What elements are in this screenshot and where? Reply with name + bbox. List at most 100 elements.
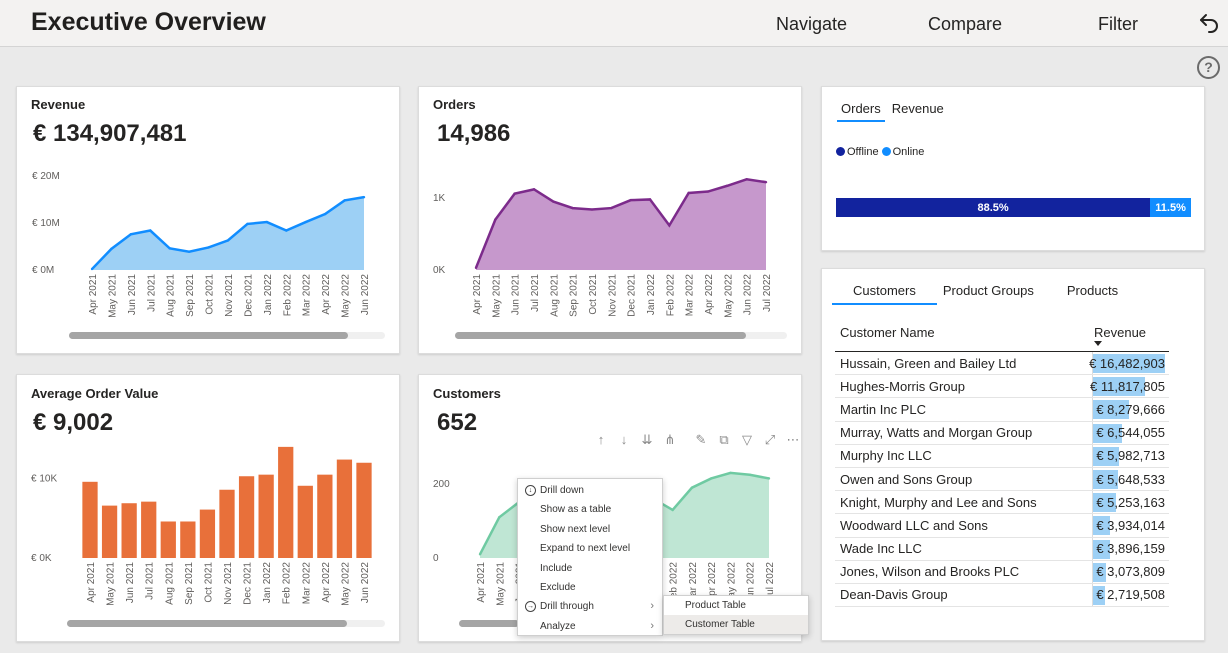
menu-item-drill-down[interactable]: ↓ Drill down [518,481,662,500]
x-tick-label: Feb 2022 [282,274,293,317]
pin-icon[interactable]: ✎ [695,432,707,447]
customer-table-card: Customers Product Groups Products Custom… [821,268,1205,641]
bar-mark [336,459,353,558]
table-body: Hussain, Green and Bailey Ltd € 16,482,90… [835,352,1169,608]
aov-chart[interactable]: € 10K € 0K Apr 2021 May 2021 Jun 2021 Jul 202… [17,375,401,643]
menu-item-analyze[interactable]: Analyze › [518,617,662,636]
x-tick-label: May 2022 [341,274,352,318]
tab-customers[interactable]: Customers [832,283,937,305]
x-tick-label: Aug 2021 [166,274,177,317]
menu-item-include[interactable]: Include [518,559,662,578]
menu-item-show-next-level[interactable]: Show next level [518,520,662,539]
table-row[interactable]: Knight, Murphy and Lee and Sons € 5,253,1… [835,491,1169,515]
customers-scroll-thumb[interactable] [459,620,519,627]
focus-mode-icon[interactable]: ⤢ [764,432,776,447]
revenue-scroll-thumb[interactable] [69,332,348,339]
x-tick-label: Jan 2022 [646,274,657,316]
revenue-data-bar [1093,423,1122,443]
table-row[interactable]: Woodward LLC and Sons € 3,934,014 [835,514,1169,538]
x-tick-label: Jul 2021 [530,274,541,312]
series-area [476,179,766,270]
data-point [687,191,690,195]
next-level-icon[interactable]: ⇊ [641,432,653,447]
x-tick-label: Dec 2021 [243,274,254,317]
data-point [90,267,94,271]
table-row[interactable]: Murray, Watts and Morgan Group € 6,544,05… [835,421,1169,445]
legend-online[interactable]: Online [881,146,924,158]
tab-products[interactable]: Products [1066,283,1119,298]
customer-name-cell: Hussain, Green and Bailey Ltd [840,355,1017,371]
legend-offline[interactable]: Offline [836,146,879,158]
table-row[interactable]: Wade Inc LLC € 3,896,159 [835,537,1169,561]
back-arrow-icon[interactable] [1197,11,1221,35]
orders-chart[interactable]: 1K 0K Apr 2021 May 2021 Jun 2021 Jul 2021 Aug … [419,87,803,355]
bar-mark [180,521,196,558]
table-row[interactable]: Martin Inc PLC € 8,279,666 [835,398,1169,422]
menu-item-exclude[interactable]: Exclude [518,578,662,597]
submenu-customer-table[interactable]: Customer Table [664,615,808,634]
menu-item-expand-to-next-level[interactable]: Expand to next level [518,539,662,558]
customer-name-cell: Martin Inc PLC [840,401,926,417]
customer-name-header[interactable]: Customer Name [840,325,935,340]
orders-title: Orders [433,97,476,112]
tab-revenue[interactable]: Revenue [891,101,944,116]
x-tick-label: Jun 2022 [746,562,757,604]
channel-split-bar: 88.5% 11.5% [836,198,1191,217]
drill-up-icon[interactable]: ↑ [597,432,605,447]
revenue-data-bar [1093,446,1120,466]
table-row[interactable]: Hussain, Green and Bailey Ltd € 16,482,90… [835,352,1169,376]
chevron-right-icon: › [650,619,654,632]
x-tick-label: Apr 2022 [321,562,332,603]
submenu-product-table[interactable]: Product Table [685,600,746,611]
revenue-data-bar [1093,469,1118,489]
offline-segment[interactable]: 88.5% [836,198,1151,217]
table-row[interactable]: Hughes-Morris Group € 11,817,805 [835,375,1169,399]
customer-name-cell: Hughes-Morris Group [840,378,965,394]
table-row[interactable]: Murphy Inc LLC € 5,982,713 [835,444,1169,468]
table-row[interactable]: Owen and Sons Group € 5,648,533 [835,467,1169,492]
data-point [478,553,482,556]
visual-header: ↑ ↓ ⇊ ⋔ ✎ ⧉ ▽ ⤢ ⋯ [594,433,800,447]
revenue-chart[interactable]: € 20M € 10M € 0M Apr 2021 May 2021 Jun 2021 Ju… [17,87,401,355]
expand-hierarchy-icon[interactable]: ⋔ [664,432,676,447]
bar-mark [141,501,157,558]
x-tick-label: Apr 2022 [707,562,718,603]
x-tick-label: Mar 2022 [301,562,312,605]
data-point [226,239,230,242]
data-point [764,180,768,184]
orders-scroll-thumb[interactable] [455,332,746,339]
filter-button[interactable]: Filter [1098,14,1138,34]
y-tick-label: 1K [433,193,446,204]
menu-item-label: Include [540,562,573,574]
revenue-value-text: € 6,544,055 [1096,425,1165,441]
revenue-header[interactable]: Revenue [1092,325,1169,351]
data-point [304,220,307,224]
navigate-button[interactable]: Navigate [776,14,848,34]
table-row[interactable]: Dean-Davis Group € 2,719,508 [835,583,1169,608]
aov-scroll-thumb[interactable] [67,620,347,627]
data-point [552,200,555,203]
table-row[interactable]: Jones, Wilson and Brooks PLC € 3,073,809 [835,560,1169,584]
data-point [748,473,751,476]
data-point [246,222,249,226]
menu-item-drill-through[interactable]: → Drill through › [518,597,662,616]
bar-mark [258,474,274,558]
top-bar: Executive Overview Navigate Compare Filt… [0,0,1228,47]
tab-product-groups[interactable]: Product Groups [942,283,1034,298]
more-options-icon[interactable]: ⋯ [786,432,800,447]
menu-item-label: Drill down [540,485,584,496]
drill-down-icon[interactable]: ↓ [620,432,628,447]
x-tick-label: Nov 2021 [224,274,235,317]
x-tick-label: Dec 2021 [627,274,638,317]
copy-icon[interactable]: ⧉ [719,432,729,447]
y-tick-label: € 0K [31,553,52,564]
help-icon[interactable]: ? [1197,56,1220,79]
tab-orders[interactable]: Orders [837,101,885,122]
menu-item-show-as-a-table[interactable]: Show as a table [518,500,662,519]
revenue-value-text: € 3,896,159 [1096,541,1165,557]
online-segment[interactable]: 11.5% [1150,198,1191,217]
bar-mark [82,481,98,558]
x-tick-label: Jun 2021 [125,562,136,604]
filter-icon[interactable]: ▽ [742,432,752,447]
compare-button[interactable]: Compare [928,14,1003,34]
